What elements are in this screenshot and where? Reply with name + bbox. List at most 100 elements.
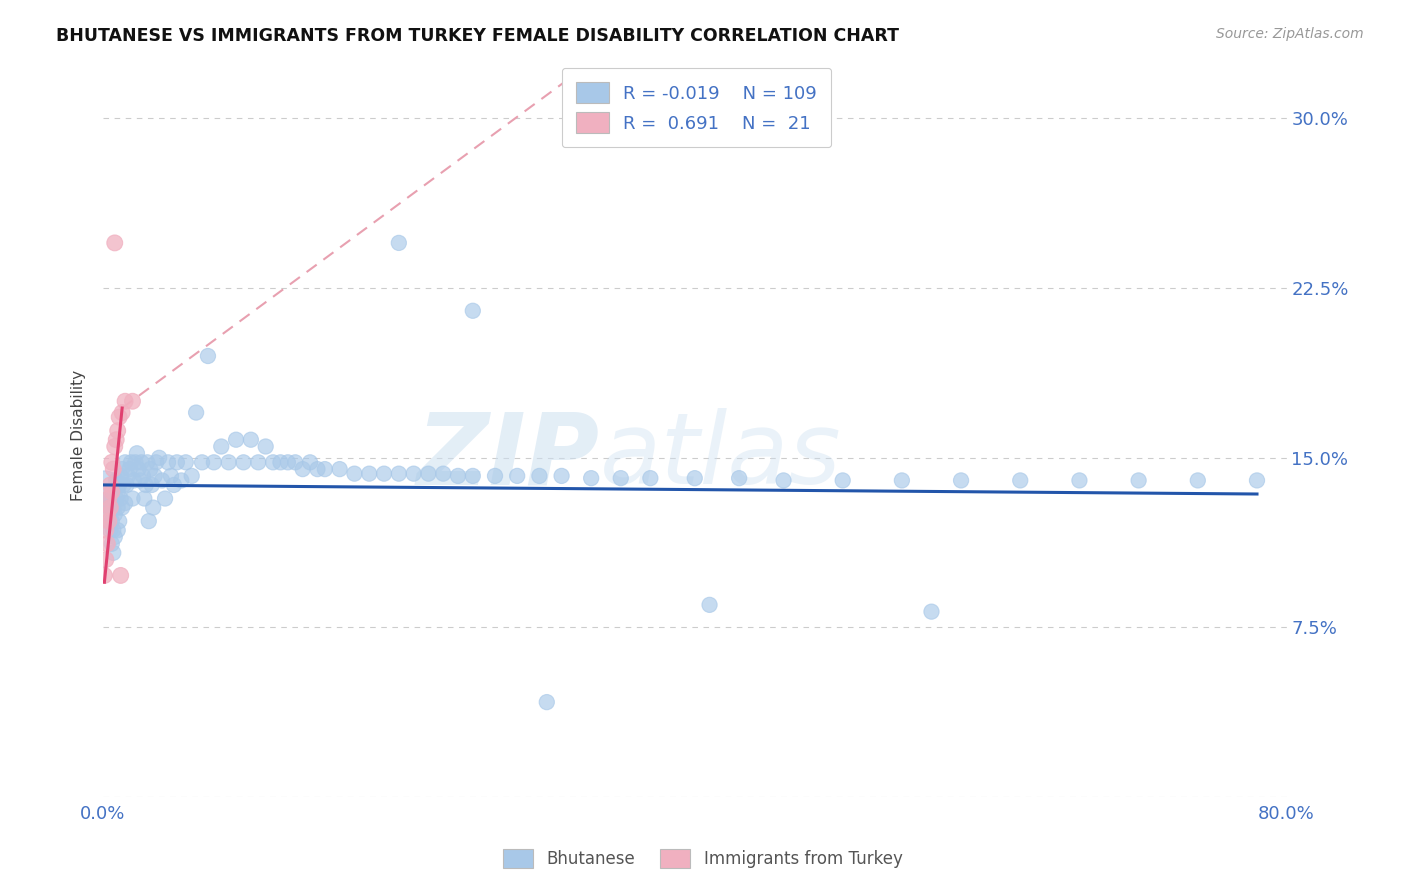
Point <box>122 474 145 488</box>
Point <box>218 455 240 469</box>
Point <box>225 433 247 447</box>
Point <box>114 394 136 409</box>
Point <box>148 450 170 465</box>
Point <box>105 474 128 488</box>
Point <box>104 235 127 250</box>
Point <box>163 478 186 492</box>
Point <box>97 491 120 506</box>
Point <box>1246 474 1268 488</box>
Point <box>107 500 129 515</box>
Point <box>121 491 143 506</box>
Point <box>166 455 188 469</box>
Point <box>108 410 131 425</box>
Point <box>461 469 484 483</box>
Point <box>93 484 115 499</box>
Point <box>108 478 131 492</box>
Point <box>105 491 128 506</box>
Point <box>96 500 118 515</box>
Point <box>104 530 127 544</box>
Point <box>125 446 148 460</box>
Point <box>111 500 134 515</box>
Point <box>94 552 117 566</box>
Point <box>170 474 193 488</box>
Point <box>254 440 277 454</box>
Point <box>209 440 232 454</box>
Text: BHUTANESE VS IMMIGRANTS FROM TURKEY FEMALE DISABILITY CORRELATION CHART: BHUTANESE VS IMMIGRANTS FROM TURKEY FEMA… <box>56 27 900 45</box>
Point <box>191 455 214 469</box>
Point <box>1010 474 1032 488</box>
Point <box>108 514 131 528</box>
Point <box>142 500 165 515</box>
Point <box>101 484 124 499</box>
Text: ZIP: ZIP <box>418 409 600 506</box>
Point <box>121 394 143 409</box>
Point <box>314 462 336 476</box>
Point <box>120 455 142 469</box>
Point <box>139 462 162 476</box>
Point <box>772 474 794 488</box>
Point <box>115 478 138 492</box>
Legend: R = -0.019    N = 109, R =  0.691    N =  21: R = -0.019 N = 109, R = 0.691 N = 21 <box>562 68 831 147</box>
Point <box>104 508 127 522</box>
Point <box>138 514 160 528</box>
Point <box>96 508 118 522</box>
Text: atlas: atlas <box>600 409 842 506</box>
Point <box>117 469 139 483</box>
Point <box>277 455 299 469</box>
Point <box>579 471 602 485</box>
Point <box>98 523 121 537</box>
Point <box>536 695 558 709</box>
Point <box>118 462 141 476</box>
Point <box>160 469 183 483</box>
Point <box>128 474 150 488</box>
Point <box>111 462 134 476</box>
Y-axis label: Female Disability: Female Disability <box>72 369 86 500</box>
Point <box>150 474 173 488</box>
Point <box>136 455 159 469</box>
Point <box>202 455 225 469</box>
Point <box>134 491 156 506</box>
Point <box>950 474 973 488</box>
Point <box>112 478 135 492</box>
Point <box>432 467 454 481</box>
Point <box>94 523 117 537</box>
Point <box>269 455 291 469</box>
Point <box>156 455 179 469</box>
Point <box>1128 474 1150 488</box>
Point <box>114 496 136 510</box>
Point <box>174 455 197 469</box>
Point <box>141 478 163 492</box>
Legend: Bhutanese, Immigrants from Turkey: Bhutanese, Immigrants from Turkey <box>496 842 910 875</box>
Point <box>97 514 120 528</box>
Point <box>506 469 529 483</box>
Point <box>184 406 207 420</box>
Point <box>529 469 551 483</box>
Point <box>1187 474 1209 488</box>
Point <box>307 462 329 476</box>
Point <box>111 406 134 420</box>
Point <box>103 500 125 515</box>
Point <box>291 462 314 476</box>
Point <box>103 462 125 476</box>
Point <box>359 467 381 481</box>
Point <box>107 523 129 537</box>
Point <box>180 469 202 483</box>
Point <box>418 467 440 481</box>
Point <box>132 469 155 483</box>
Point <box>94 496 117 510</box>
Point <box>97 491 120 506</box>
Point <box>143 469 166 483</box>
Point <box>610 471 633 485</box>
Point <box>153 491 176 506</box>
Point <box>461 303 484 318</box>
Point <box>197 349 219 363</box>
Point <box>103 523 125 537</box>
Point <box>373 467 395 481</box>
Point <box>232 455 254 469</box>
Point <box>1069 474 1091 488</box>
Point <box>388 467 411 481</box>
Point <box>93 568 115 582</box>
Point <box>98 500 121 515</box>
Point <box>728 471 751 485</box>
Point <box>262 455 284 469</box>
